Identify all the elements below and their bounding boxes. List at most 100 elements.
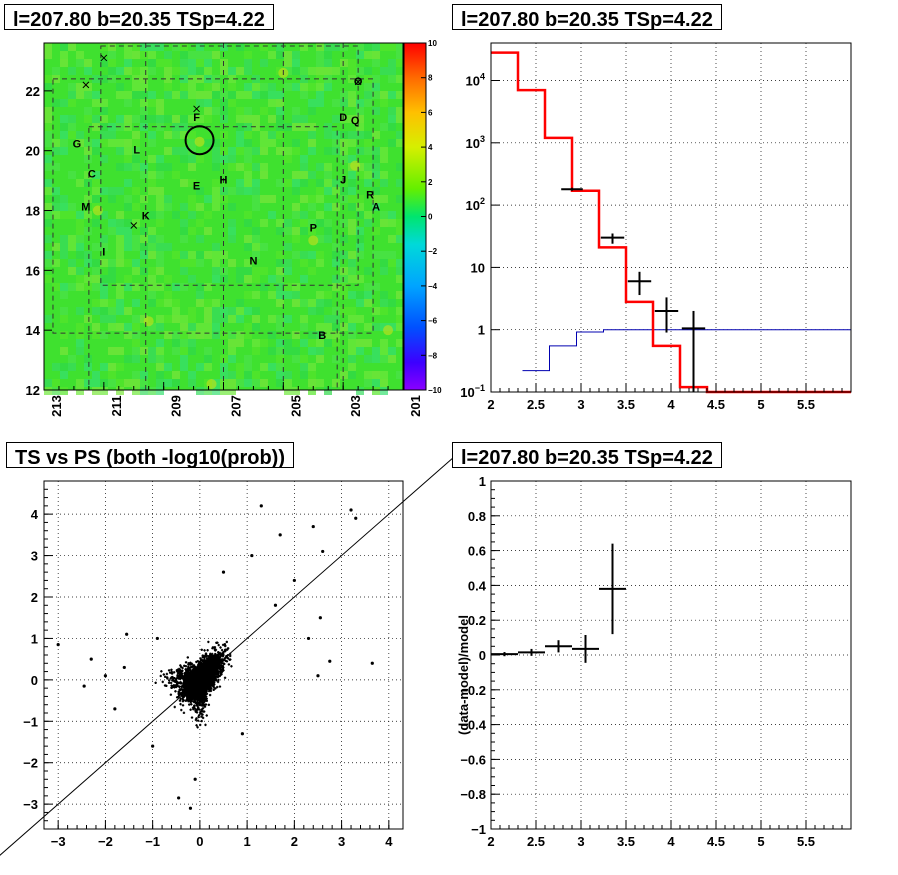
- heatmap-cell: [348, 59, 356, 67]
- heatmap-cell: [284, 67, 292, 75]
- residual-y-axis-label: (data-model)/model: [456, 615, 471, 735]
- heatmap-cell: [228, 371, 236, 379]
- heatmap-cell: [260, 195, 268, 203]
- heatmap-cell: [116, 387, 124, 395]
- heatmap-cell: [316, 211, 324, 219]
- heatmap-cell: [332, 43, 340, 51]
- heatmap-cell: [116, 259, 124, 267]
- heatmap-cell: [156, 163, 164, 171]
- scatter-point: [125, 632, 129, 636]
- heatmap-cell: [100, 43, 108, 51]
- heatmap-cell: [68, 203, 76, 211]
- heatmap-cell: [316, 291, 324, 299]
- heatmap-cell: [324, 123, 332, 131]
- heatmap-cell: [180, 227, 188, 235]
- heatmap-cell: [44, 131, 52, 139]
- heatmap-cell: [164, 131, 172, 139]
- heatmap-cell: [268, 347, 276, 355]
- heatmap-cell: [260, 171, 268, 179]
- heatmap-cell: [300, 83, 308, 91]
- heatmap-cell: [44, 123, 52, 131]
- heatmap-cell: [108, 323, 116, 331]
- heatmap-cell: [116, 251, 124, 259]
- heatmap-cell: [380, 259, 388, 267]
- heatmap-cell: [276, 299, 284, 307]
- heatmap-cell: [308, 219, 316, 227]
- heatmap-cell: [228, 91, 236, 99]
- heatmap-cell: [212, 147, 220, 155]
- source-label: E: [193, 181, 200, 193]
- heatmap-cell: [332, 139, 340, 147]
- heatmap-cell: [228, 387, 236, 395]
- heatmap-cell: [220, 91, 228, 99]
- heatmap-cell: [284, 283, 292, 291]
- heatmap-cell: [92, 123, 100, 131]
- y-tick-label: 1: [478, 323, 485, 338]
- heatmap-cell: [124, 115, 132, 123]
- heatmap-cell: [380, 267, 388, 275]
- colorbar-tick-label: 6: [428, 108, 433, 117]
- heatmap-cell: [284, 259, 292, 267]
- heatmap-cell: [100, 315, 108, 323]
- heatmap-cell: [84, 227, 92, 235]
- heatmap-cell: [276, 275, 284, 283]
- heatmap-cell: [228, 187, 236, 195]
- heatmap-cell: [228, 339, 236, 347]
- heatmap-cell: [364, 339, 372, 347]
- heatmap-cell: [204, 307, 212, 315]
- scatter-point: [354, 516, 358, 520]
- y-tick-label: 18: [26, 204, 40, 219]
- heatmap-cell: [196, 387, 204, 395]
- heatmap-cell: [148, 299, 156, 307]
- heatmap-cell: [340, 131, 348, 139]
- heatmap-cell: [180, 131, 188, 139]
- heatmap-cell: [76, 139, 84, 147]
- heatmap-cell: [164, 315, 172, 323]
- heatmap-cell: [228, 227, 236, 235]
- y-tick-label: 0: [31, 673, 38, 688]
- heatmap-cell: [380, 251, 388, 259]
- heatmap-cell: [220, 387, 228, 395]
- source-circle: [184, 125, 215, 156]
- heatmap-cell: [356, 347, 364, 355]
- heatmap-cell: [372, 203, 380, 211]
- heatmap-cell: [212, 299, 220, 307]
- heatmap-cell: [188, 275, 196, 283]
- heatmap-cell: [372, 227, 380, 235]
- heatmap-cell: [108, 195, 116, 203]
- y-tick-label: 0: [479, 648, 486, 663]
- heatmap-cell: [380, 219, 388, 227]
- heatmap-cell: [132, 259, 140, 267]
- heatmap-cell: [348, 371, 356, 379]
- heatmap-cell: [316, 299, 324, 307]
- heatmap-cell: [140, 115, 148, 123]
- heatmap-cell: [252, 83, 260, 91]
- heatmap-cell: [140, 243, 148, 251]
- heatmap-cell: [76, 347, 84, 355]
- heatmap-cell: [116, 147, 124, 155]
- heatmap-cell: [380, 195, 388, 203]
- heatmap-cell: [84, 251, 92, 259]
- heatmap-cell: [332, 251, 340, 259]
- heatmap-cell: [252, 347, 260, 355]
- heatmap-cell: [156, 235, 164, 243]
- heatmap-cell: [244, 115, 252, 123]
- spectrum-title: l=207.80 b=20.35 TSp=4.22: [452, 4, 722, 31]
- heatmap-cell: [244, 275, 252, 283]
- heatmap-cell: [44, 163, 52, 171]
- heatmap-cell: [268, 139, 276, 147]
- heatmap-cell: [204, 107, 212, 115]
- heatmap-cell: [372, 83, 380, 91]
- heatmap-cell: [116, 115, 124, 123]
- heatmap-cell: [92, 139, 100, 147]
- heatmap-cell: [164, 331, 172, 339]
- heatmap-cell: [132, 131, 140, 139]
- heatmap-cell: [236, 107, 244, 115]
- heatmap-cell: [228, 259, 236, 267]
- heatmap-cell: [356, 211, 364, 219]
- heatmap-cell: [380, 43, 388, 51]
- heatmap-cell: [300, 67, 308, 75]
- heatmap-cell: [140, 195, 148, 203]
- source-label: B: [318, 330, 326, 342]
- heatmap-cell: [156, 299, 164, 307]
